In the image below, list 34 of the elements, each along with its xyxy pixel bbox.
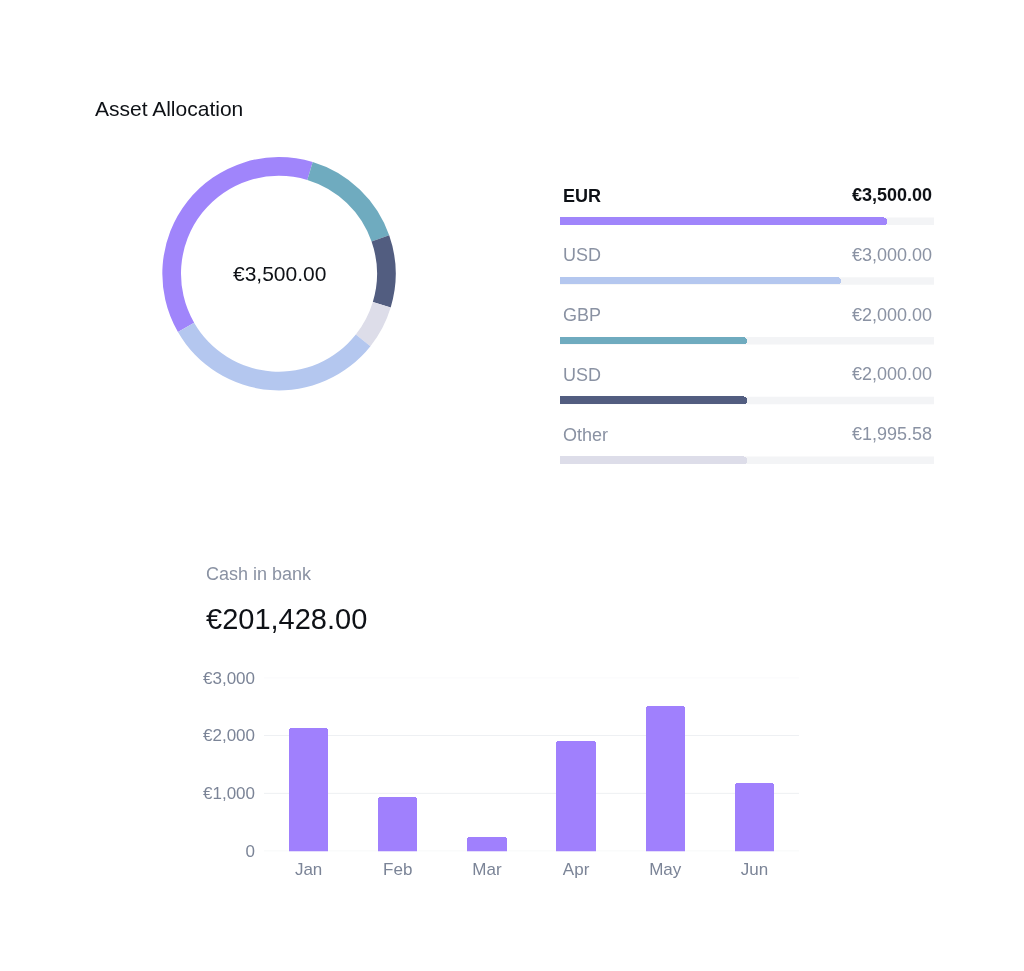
bar [289,727,328,852]
y-tick-label: GBP [563,305,602,326]
x-tick-label: May [649,860,682,880]
data-label: €1,995.58 [852,424,933,444]
y-tick-label: €1,000 [203,784,255,804]
text: €3,500.00 [233,262,327,285]
data-label: €2,000.00 [852,364,933,384]
y-tick-label: €2,000 [203,726,255,746]
donut-slice [355,302,391,347]
bar [378,796,417,852]
donut-slice [371,235,396,308]
x-tick-label: Jan [294,860,323,880]
chart-title: Cash in bank [206,564,313,584]
data-label: €2,000.00 [852,305,933,325]
x-tick-label: Feb [383,860,413,880]
bar [646,705,685,852]
bar [735,782,774,852]
data-label: €3,000.00 [852,245,933,265]
y-tick-label: USD [563,364,602,385]
chart-subtitle: €201,428.00 [206,603,368,635]
x-tick-label: Apr [562,860,590,880]
y-tick-label: €3,000 [203,668,255,688]
x-tick-label: Jun [740,860,769,880]
donut-slice [307,162,390,242]
y-tick-label: 0 [245,842,255,862]
x-tick-label: Mar [472,860,502,880]
y-tick-label: Other [563,424,609,445]
data-label: €3,500.00 [852,185,933,205]
chart-title: Asset Allocation [95,97,244,120]
bar [556,740,596,852]
bar [467,836,507,852]
y-tick-label: EUR [563,185,602,206]
y-tick-label: USD [563,245,602,266]
donut-slice [177,322,371,391]
